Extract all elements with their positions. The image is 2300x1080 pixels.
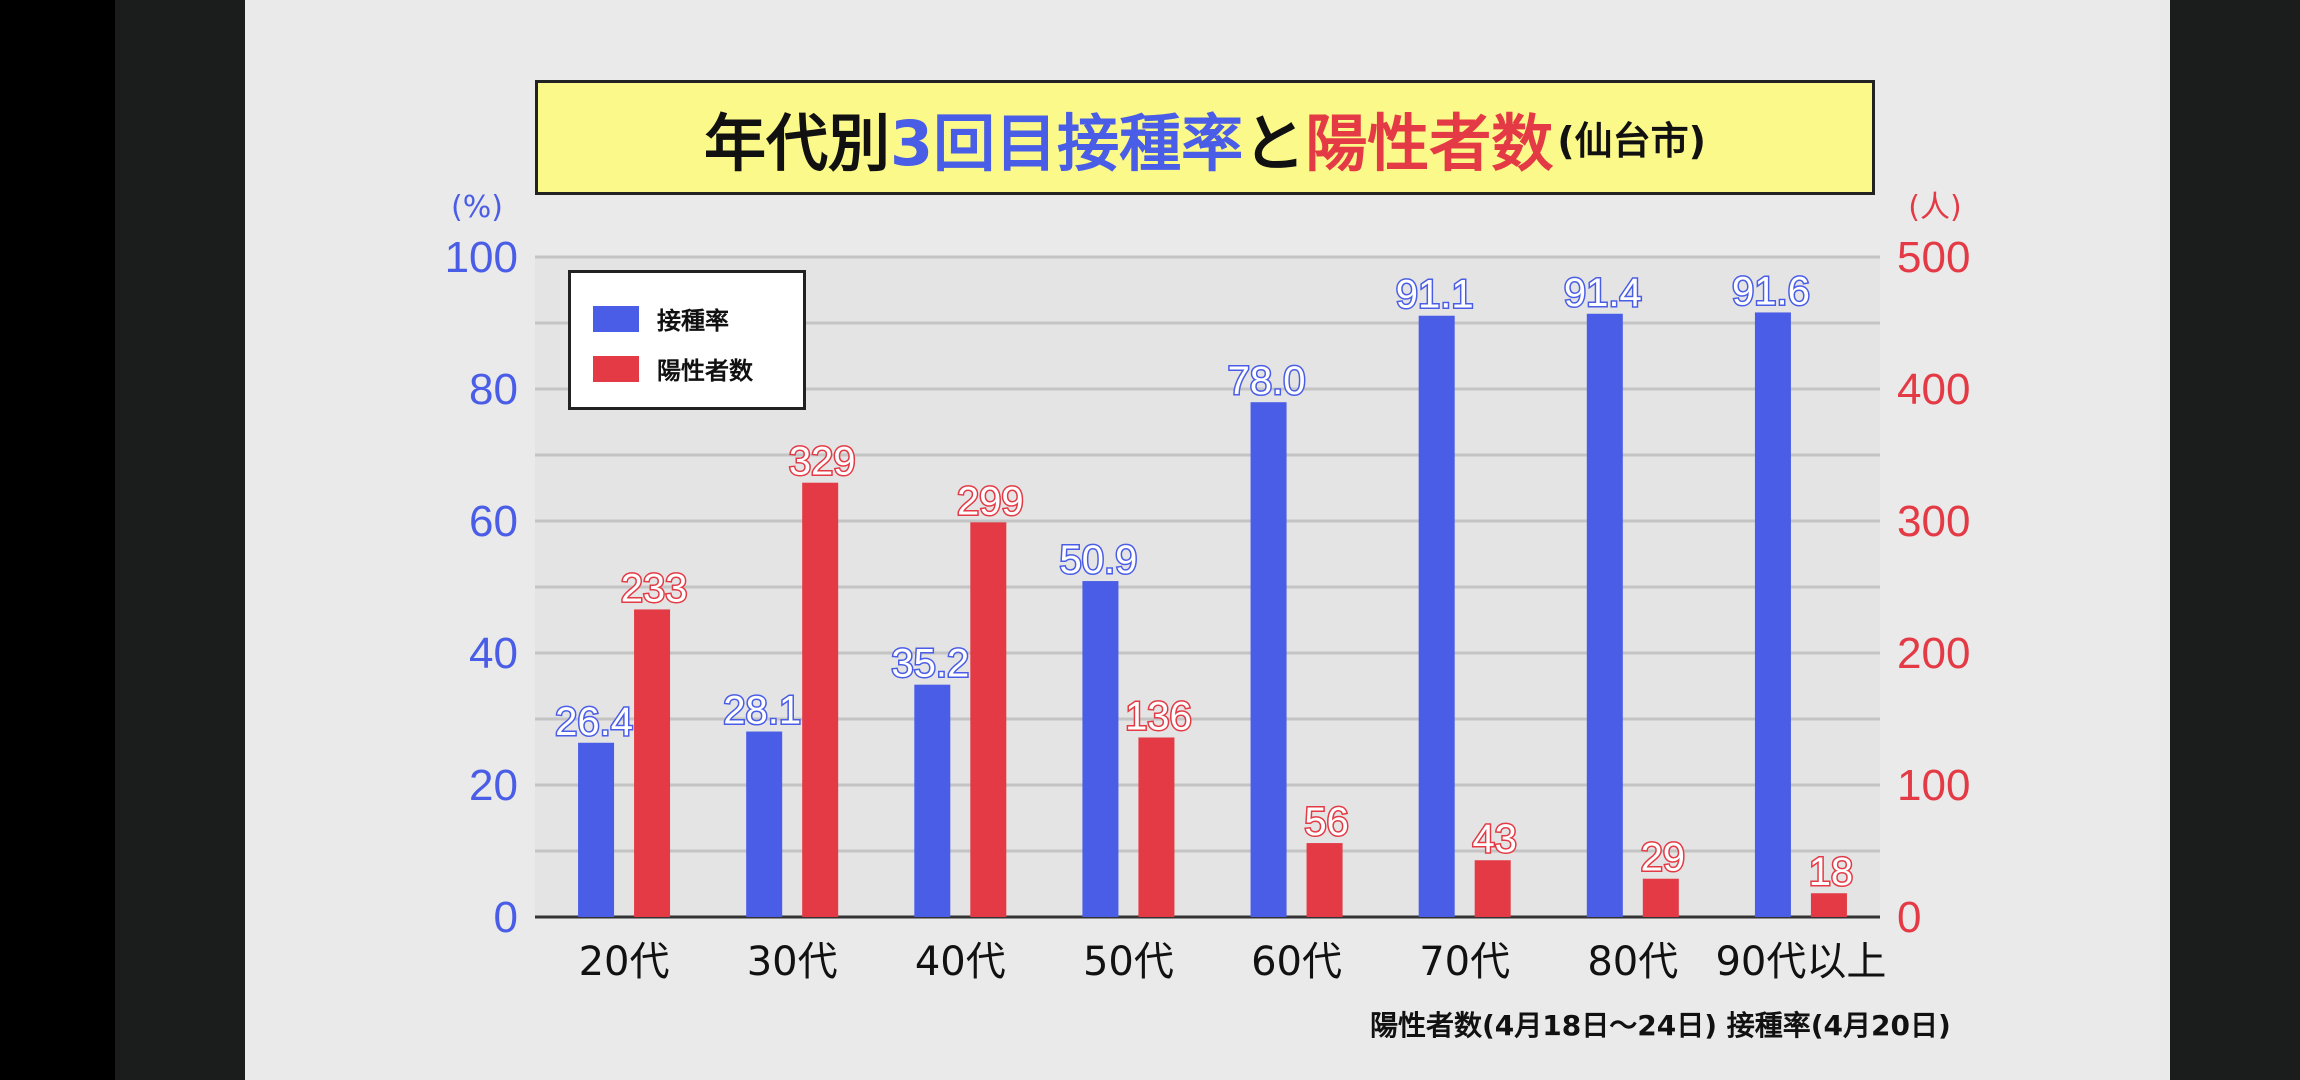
bar-rate bbox=[1754, 312, 1791, 917]
data-label-cases: 56 bbox=[1304, 800, 1349, 844]
chart-title: 年代別 3回目接種率 と 陽性者数 (仙台市) bbox=[535, 80, 1875, 195]
y-left-tick-label: 80 bbox=[469, 365, 518, 414]
legend-label-cases: 陽性者数 bbox=[657, 357, 753, 385]
legend-label-rate: 接種率 bbox=[657, 307, 729, 335]
bar-rate bbox=[1586, 313, 1623, 917]
title-part-5: (仙台市) bbox=[1557, 119, 1706, 163]
y-right-tick-label: 200 bbox=[1897, 629, 1970, 678]
bar-rate bbox=[746, 731, 783, 917]
data-label-rate: 28.1 bbox=[723, 689, 801, 733]
footnote: 陽性者数(4月18日～24日) 接種率(4月20日) bbox=[1370, 1009, 1951, 1042]
bar-cases bbox=[634, 609, 671, 917]
legend-swatch-cases bbox=[593, 355, 639, 382]
title-part-2: 3回目接種率 bbox=[890, 106, 1244, 180]
data-label-rate: 78.0 bbox=[1228, 359, 1306, 403]
bar-cases bbox=[1642, 878, 1679, 917]
x-tick-label: 70代 bbox=[1419, 939, 1510, 985]
data-label-cases: 136 bbox=[1125, 694, 1192, 738]
video-frame-right bbox=[2170, 0, 2300, 1080]
data-label-rate: 91.6 bbox=[1732, 269, 1810, 313]
data-label-cases: 299 bbox=[957, 479, 1024, 523]
data-label-cases: 233 bbox=[621, 566, 688, 610]
legend-item-rate: 接種率 bbox=[593, 301, 729, 336]
data-label-rate: 26.4 bbox=[555, 700, 633, 744]
bar-rate bbox=[578, 742, 615, 917]
bar-cases bbox=[1306, 843, 1343, 917]
y-left-unit: (%) bbox=[451, 190, 503, 225]
y-left-tick-label: 20 bbox=[469, 761, 518, 810]
data-label-cases: 18 bbox=[1809, 850, 1854, 894]
bar-cases bbox=[1810, 893, 1847, 917]
bar-rate bbox=[914, 684, 951, 917]
data-label-cases: 43 bbox=[1472, 817, 1517, 861]
y-left-tick-label: 40 bbox=[469, 629, 518, 678]
bar-rate bbox=[1418, 315, 1455, 917]
x-tick-label: 40代 bbox=[915, 939, 1006, 985]
title-part-3: と bbox=[1243, 106, 1306, 180]
x-tick-label: 50代 bbox=[1083, 939, 1174, 985]
y-left-tick-label: 0 bbox=[494, 893, 518, 942]
data-label-rate: 91.1 bbox=[1396, 273, 1474, 317]
bar-cases bbox=[1138, 737, 1175, 917]
legend-swatch-rate bbox=[593, 305, 639, 332]
x-tick-label: 90代以上 bbox=[1715, 939, 1886, 985]
y-right-tick-label: 500 bbox=[1897, 233, 1970, 282]
x-tick-label: 80代 bbox=[1587, 939, 1678, 985]
y-left-tick-label: 60 bbox=[469, 497, 518, 546]
title-part-4: 陽性者数 bbox=[1305, 106, 1554, 180]
video-frame-left bbox=[115, 0, 245, 1080]
data-label-cases: 329 bbox=[789, 440, 856, 484]
x-tick-label: 30代 bbox=[747, 939, 838, 985]
y-right-tick-label: 400 bbox=[1897, 365, 1970, 414]
x-tick-label: 20代 bbox=[579, 939, 670, 985]
y-left-tick-label: 100 bbox=[445, 233, 518, 282]
bar-cases bbox=[970, 522, 1007, 917]
y-right-tick-label: 100 bbox=[1897, 761, 1970, 810]
data-label-rate: 91.4 bbox=[1564, 271, 1642, 315]
bar-rate bbox=[1082, 581, 1119, 917]
data-label-rate: 50.9 bbox=[1060, 538, 1138, 582]
legend-item-cases: 陽性者数 bbox=[593, 351, 753, 386]
data-label-cases: 29 bbox=[1641, 836, 1686, 880]
x-tick-label: 60代 bbox=[1251, 939, 1342, 985]
legend: 接種率 陽性者数 bbox=[568, 270, 806, 410]
bar-rate bbox=[1250, 402, 1287, 917]
y-right-tick-label: 300 bbox=[1897, 497, 1970, 546]
bar-cases bbox=[1474, 860, 1511, 917]
title-part-1: 年代別 bbox=[704, 106, 891, 180]
data-label-rate: 35.2 bbox=[891, 642, 969, 686]
y-right-unit: (人) bbox=[1908, 190, 1961, 225]
y-right-tick-label: 0 bbox=[1897, 893, 1921, 942]
bar-cases bbox=[802, 482, 839, 917]
